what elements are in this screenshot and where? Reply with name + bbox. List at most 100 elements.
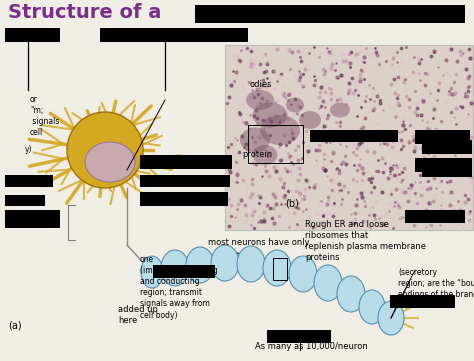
Point: [376, 97, 384, 103]
Point: [304, 148, 312, 154]
Point: [227, 169, 234, 175]
Point: [324, 201, 331, 207]
Ellipse shape: [240, 127, 270, 152]
Point: [398, 178, 406, 183]
Point: [465, 46, 473, 52]
Point: [328, 187, 336, 193]
Point: [388, 204, 395, 210]
Point: [352, 152, 360, 158]
Point: [276, 141, 284, 147]
Point: [422, 179, 429, 185]
Point: [311, 78, 319, 83]
Point: [457, 68, 465, 73]
Point: [342, 143, 349, 149]
Point: [466, 179, 474, 184]
Point: [449, 165, 457, 170]
Point: [402, 93, 410, 99]
Point: [393, 49, 401, 55]
Point: [262, 101, 270, 107]
Point: [413, 137, 420, 143]
Point: [361, 115, 369, 121]
Ellipse shape: [299, 111, 321, 129]
Point: [401, 74, 409, 80]
Point: [242, 121, 250, 126]
Point: [264, 99, 271, 104]
Point: [274, 76, 282, 82]
Point: [233, 69, 240, 74]
Point: [456, 148, 464, 153]
Point: [236, 58, 243, 64]
Point: [426, 213, 434, 219]
Point: [424, 126, 432, 132]
Point: [250, 208, 258, 214]
Point: [336, 190, 343, 196]
Point: [273, 97, 281, 103]
Point: [456, 108, 463, 114]
Point: [361, 54, 368, 60]
Point: [296, 191, 304, 196]
Point: [356, 139, 364, 144]
Point: [262, 168, 269, 174]
Point: [321, 156, 328, 162]
Point: [435, 64, 442, 70]
Point: [371, 184, 378, 190]
Point: [393, 165, 401, 170]
Point: [417, 192, 425, 197]
Point: [305, 184, 312, 190]
Point: [376, 141, 384, 147]
Point: [239, 177, 247, 182]
Point: [301, 196, 308, 201]
Point: [254, 92, 262, 97]
Point: [414, 165, 421, 171]
Ellipse shape: [263, 250, 291, 286]
Point: [337, 201, 345, 207]
Point: [439, 218, 447, 223]
Point: [234, 168, 241, 173]
Point: [447, 166, 455, 171]
Point: [353, 145, 361, 151]
Point: [287, 188, 295, 194]
Point: [264, 82, 271, 88]
Point: [353, 53, 361, 59]
Point: [247, 222, 255, 227]
Point: [296, 74, 303, 79]
Point: [462, 91, 469, 96]
Point: [323, 139, 330, 145]
Point: [333, 97, 340, 103]
Point: [268, 215, 276, 221]
Point: [286, 66, 294, 72]
Point: [387, 81, 395, 87]
Point: [260, 69, 268, 75]
Point: [358, 194, 366, 200]
Point: [438, 202, 445, 208]
Point: [345, 81, 353, 86]
Point: [227, 213, 235, 219]
Text: Rough ER and loose
ribosomes that
replenish plasma membrane
proteins: Rough ER and loose ribosomes that replen…: [305, 220, 426, 262]
Point: [242, 146, 249, 152]
Point: [464, 84, 472, 90]
Point: [284, 97, 292, 103]
Bar: [100, 28, 248, 42]
Point: [419, 97, 427, 103]
Point: [275, 144, 283, 150]
Bar: [273, 258, 287, 280]
Point: [261, 216, 268, 222]
Point: [453, 171, 460, 177]
Point: [378, 155, 386, 161]
Point: [273, 99, 281, 104]
Point: [417, 135, 424, 141]
Text: odies: odies: [250, 80, 273, 89]
Point: [240, 144, 247, 150]
Point: [255, 219, 262, 225]
Point: [237, 197, 245, 203]
Point: [443, 179, 450, 185]
Point: [368, 204, 376, 209]
Point: [384, 175, 392, 181]
Point: [299, 83, 307, 88]
Point: [375, 61, 383, 67]
Point: [379, 169, 386, 174]
Point: [388, 166, 396, 172]
Point: [315, 55, 323, 60]
Point: [293, 221, 301, 227]
Point: [439, 164, 447, 170]
